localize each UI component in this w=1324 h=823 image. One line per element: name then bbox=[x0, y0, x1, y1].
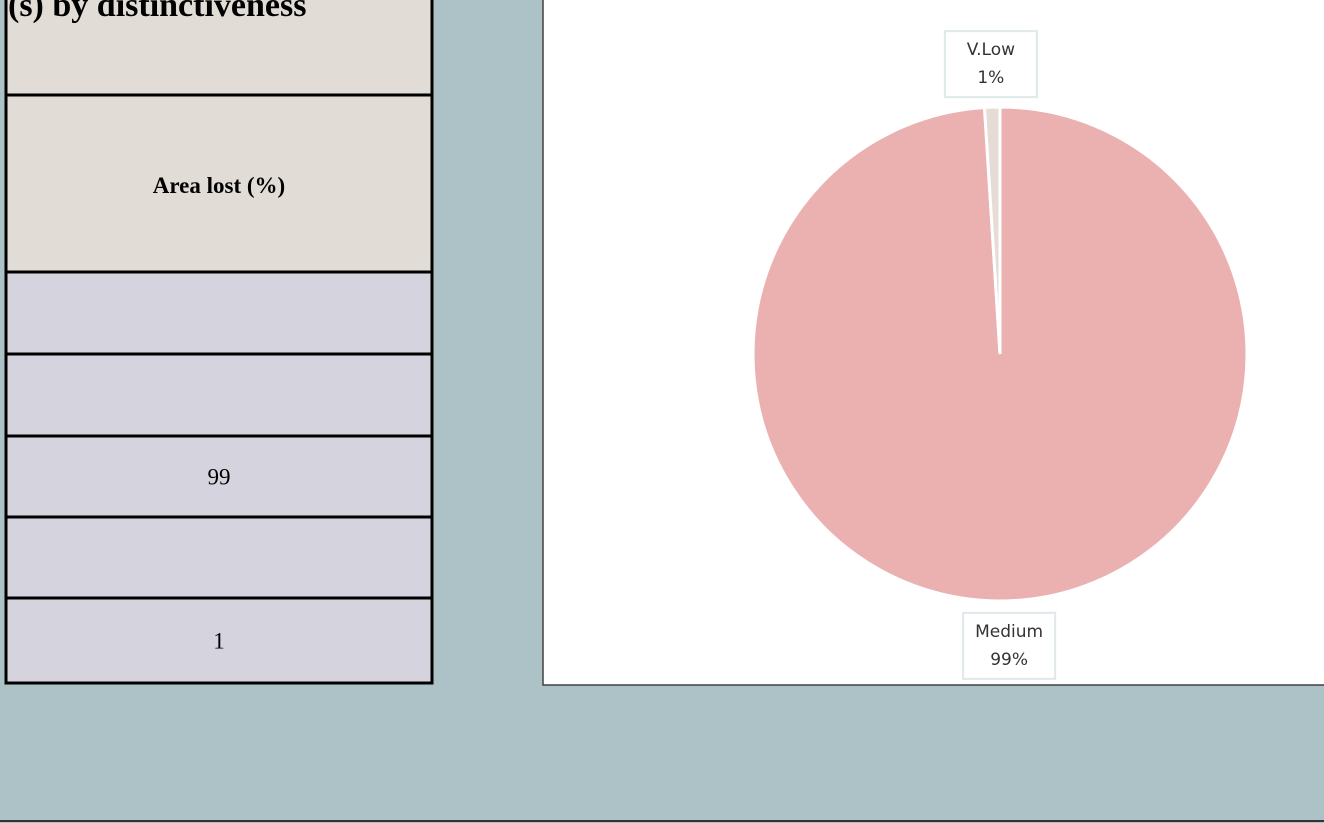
table-cell bbox=[4, 515, 434, 600]
table-cell bbox=[4, 596, 434, 685]
slice-label: Medium bbox=[975, 622, 1043, 642]
slice-value: 1% bbox=[977, 68, 1004, 88]
table-header: Area lost (%) bbox=[153, 173, 285, 198]
label-box bbox=[962, 611, 1057, 680]
slice-label: V.Low bbox=[967, 40, 1015, 60]
title-cell bbox=[4, 0, 434, 97]
header-cell bbox=[4, 93, 434, 274]
slice-value: 99% bbox=[990, 650, 1028, 670]
table-cell bbox=[4, 352, 434, 438]
cell-value: 1 bbox=[213, 629, 225, 654]
label-box bbox=[943, 30, 1038, 99]
cell-value: 99 bbox=[208, 465, 231, 490]
pie-slice bbox=[982, 105, 1002, 355]
table-title: (s) by distinctiveness bbox=[8, 0, 306, 24]
table-cell bbox=[4, 270, 434, 356]
